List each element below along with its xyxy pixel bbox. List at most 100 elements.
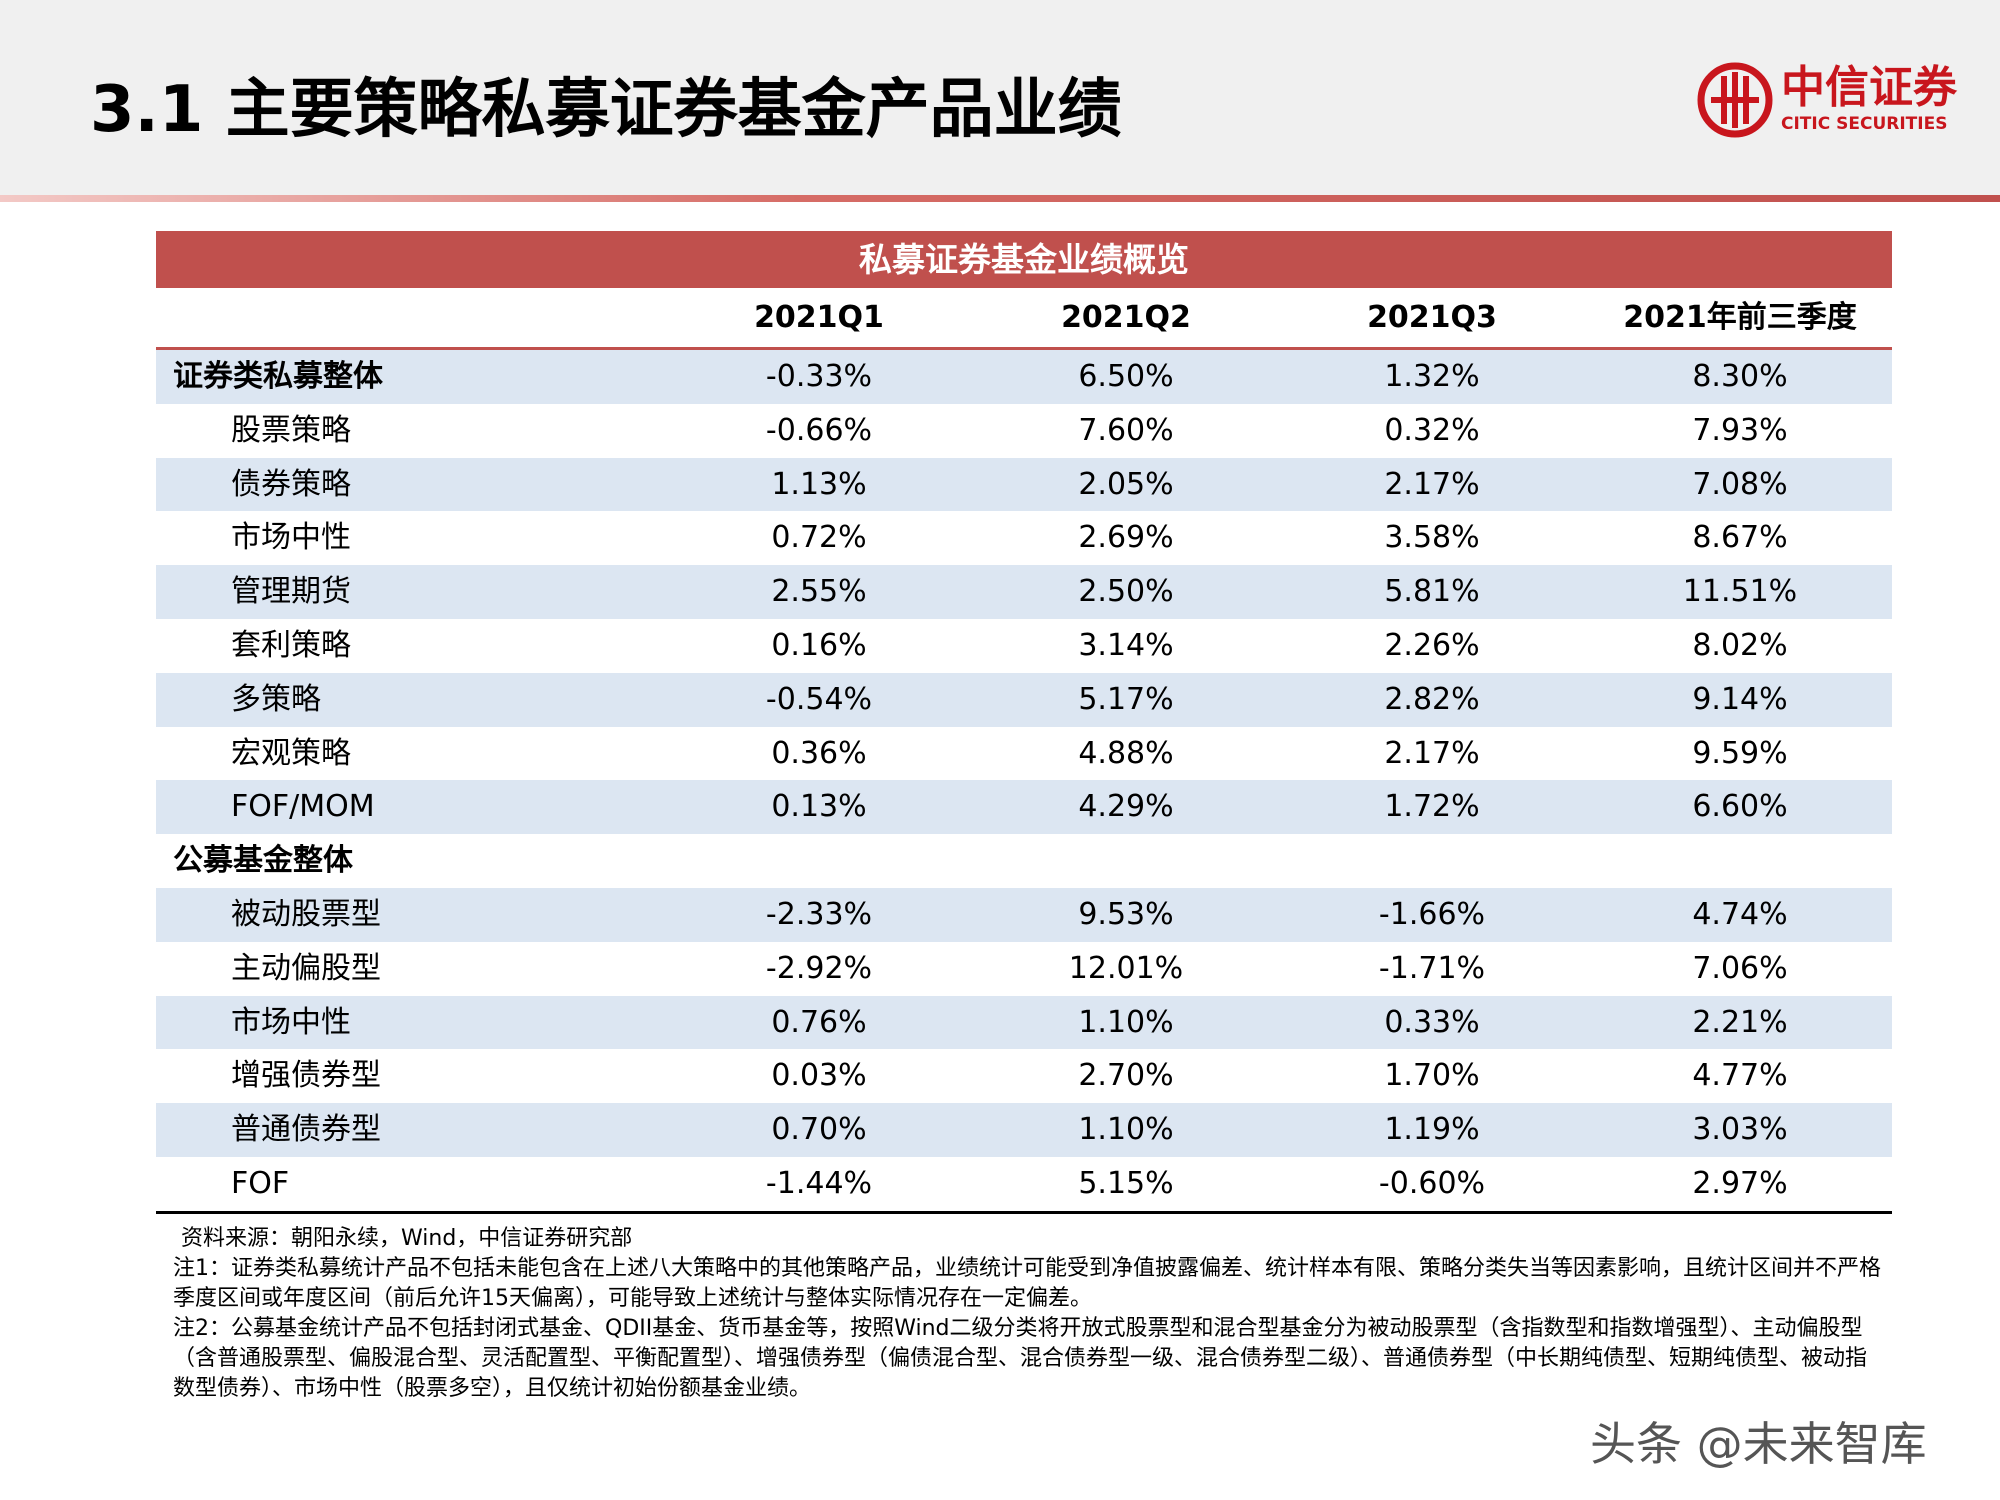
table-row: 管理期货 2.55% 2.50% 5.81% 11.51% [156,565,1892,619]
table-row: 宏观策略 0.36% 4.88% 2.17% 9.59% [156,727,1892,781]
watermark: 头条 @未来智库 [1590,1417,1927,1471]
row-label: 管理期货 [231,574,351,610]
notes: 资料来源：朝阳永续，Wind，中信证券研究部 注1：证券类私募统计产品不包括未能… [173,1224,1883,1404]
cell-value: 12.01% [1068,950,1184,986]
cell-value: 2.69% [1078,520,1174,556]
table-row: 主动偏股型 -2.92% 12.01% -1.71% 7.06% [156,942,1892,996]
table-row: 股票策略 -0.66% 7.60% 0.32% 7.93% [156,404,1892,458]
row-label: 证券类私募整体 [173,359,383,394]
cell-value: 9.59% [1692,735,1788,771]
cell-value: 6.50% [1078,359,1174,394]
table-row: 被动股票型 -2.33% 9.53% -1.66% 4.74% [156,887,1892,942]
cell-value: 0.76% [771,1004,867,1040]
cell-value: 2.97% [1692,1165,1788,1201]
cell-value: -2.33% [765,896,873,932]
table-row: FOF -1.44% 5.15% -0.60% 2.97% [156,1157,1892,1211]
row-label: 市场中性 [231,520,351,556]
cell-value: 2.17% [1384,466,1480,502]
cell-value: 9.53% [1078,896,1174,932]
row-label: 增强债券型 [231,1058,381,1094]
cell-value: 11.51% [1682,574,1798,610]
cell-value: 0.36% [771,735,867,771]
table-row: 增强债券型 0.03% 2.70% 1.70% 4.77% [156,1049,1892,1103]
row-label: 主动偏股型 [231,950,381,986]
cell-value: -2.92% [765,950,873,986]
table-row: 债券策略 1.13% 2.05% 2.17% 7.08% [156,457,1892,512]
cell-value: 1.70% [1384,1058,1480,1094]
table-header: 2021Q1 2021Q2 2021Q3 2021年前三季度 [156,288,1892,350]
cell-value: -0.54% [765,681,873,717]
cell-value: 3.14% [1078,627,1174,663]
cell-value: 0.32% [1384,412,1480,448]
row-label: 股票策略 [231,412,351,448]
cell-value: 2.05% [1078,466,1174,502]
cell-value: 0.70% [771,1112,867,1148]
row-label: 宏观策略 [231,735,351,771]
cell-value: 8.67% [1692,520,1788,556]
column-header: 2021Q2 [1061,300,1191,335]
cell-value: 8.30% [1692,359,1788,394]
header: 3.1 主要策略私募证券基金产品业绩 中信证券 CITIC SECURITIES [0,0,2000,195]
table-title: 私募证券基金业绩概览 [156,231,1892,288]
cell-value: 2.50% [1078,574,1174,610]
cell-value: 0.03% [771,1058,867,1094]
cell-value: 4.88% [1078,735,1174,771]
table-row: 套利策略 0.16% 3.14% 2.26% 8.02% [156,619,1892,673]
cell-value: 4.29% [1078,789,1174,825]
row-label: 债券策略 [231,466,351,502]
source-note: 资料来源：朝阳永续，Wind，中信证券研究部 [181,1226,633,1251]
row-label: 普通债券型 [231,1112,381,1148]
logo-mark [1697,62,1773,138]
table: 私募证券基金业绩概览 2021Q1 2021Q2 2021Q3 2021年前三季度 证… [156,231,1892,1214]
row-label: 套利策略 [231,627,351,663]
row-label: FOF/MOM [231,789,375,825]
cell-value: 4.74% [1692,896,1788,932]
cell-value: 1.10% [1078,1004,1174,1040]
cell-value: 1.72% [1384,789,1480,825]
cell-value: 5.17% [1078,681,1174,717]
cell-value: 2.26% [1384,627,1480,663]
table-row: 证券类私募整体 -0.33% 6.50% 1.32% 8.30% [156,350,1892,404]
table-row: 市场中性 0.72% 2.69% 3.58% 8.67% [156,511,1892,565]
cell-value: 9.14% [1692,681,1788,717]
cell-value: 2.17% [1384,735,1480,771]
cell-value: 1.10% [1078,1112,1174,1148]
row-label: 公募基金整体 [173,843,353,879]
cell-value: 6.60% [1692,789,1788,825]
cell-value: -0.60% [1378,1165,1486,1201]
cell-value: 0.33% [1384,1004,1480,1040]
cell-value: 2.55% [771,574,867,610]
note: 注2：公募基金统计产品不包括封闭式基金、QDII基金、货币基金等，按照Wind二… [173,1316,1868,1401]
table-row: 普通债券型 0.70% 1.10% 1.19% 3.03% [156,1103,1892,1157]
column-header: 2021Q3 [1367,300,1497,335]
table-row: FOF/MOM 0.13% 4.29% 1.72% 6.60% [156,780,1892,835]
cell-value: -1.44% [765,1165,873,1201]
cell-value: 1.13% [771,466,867,502]
table-row: 多策略 -0.54% 5.17% 2.82% 9.14% [156,672,1892,727]
header-rule [0,195,2000,202]
page-title: 3.1 主要策略私募证券基金产品业绩 [90,73,1122,147]
cell-value: 5.81% [1384,574,1480,610]
table-row: 公募基金整体 [156,834,1892,888]
cell-value: 2.70% [1078,1058,1174,1094]
table-row: 市场中性 0.76% 1.10% 0.33% 2.21% [156,995,1892,1050]
cell-value: 3.03% [1692,1112,1788,1148]
cell-value: 1.32% [1384,359,1480,394]
cell-value: 7.60% [1078,412,1174,448]
cell-value: 2.82% [1384,681,1480,717]
cell-value: -1.66% [1378,896,1486,932]
cell-value: 3.58% [1384,520,1480,556]
cell-value: -0.33% [765,359,873,394]
cell-value: -1.71% [1378,950,1486,986]
column-header: 2021Q1 [754,300,884,335]
cell-value: 7.08% [1692,466,1788,502]
cell-value: 1.19% [1384,1112,1480,1148]
cell-value: 4.77% [1692,1058,1788,1094]
cell-value: 0.72% [771,520,867,556]
column-header: 2021年前三季度 [1623,300,1857,335]
note: 注1：证券类私募统计产品不包括未能包含在上述八大策略中的其他策略产品，业绩统计可… [173,1256,1882,1311]
cell-value: 7.06% [1692,950,1788,986]
row-label: FOF [231,1165,290,1201]
logo-name: 中信证券 [1781,62,1957,113]
